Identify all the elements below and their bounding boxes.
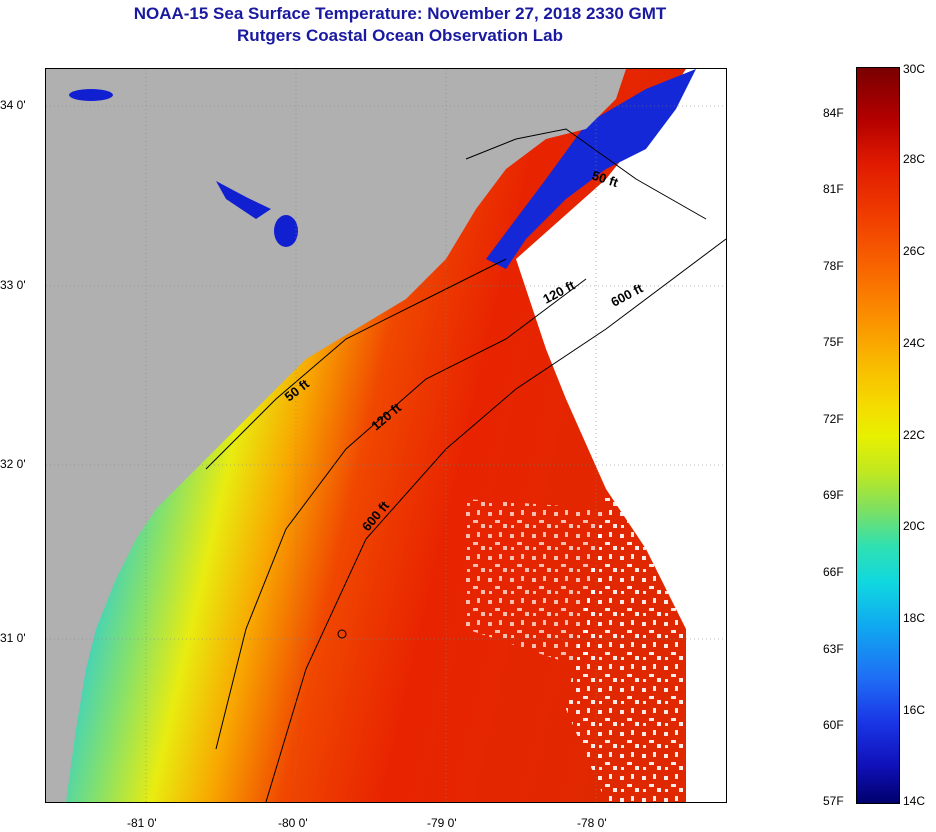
legend-label-72f: 72F xyxy=(823,412,844,426)
legend-label-66f: 66F xyxy=(823,565,844,579)
legend-label-57f: 57F xyxy=(823,794,844,808)
sst-map[interactable]: 50 ft 120 ft 600 ft 50 ft 120 ft 600 ft xyxy=(45,68,727,803)
legend-label-75f: 75F xyxy=(823,335,844,349)
legend-label-63f: 63F xyxy=(823,642,844,656)
legend-label-30c: 30C xyxy=(903,62,926,76)
legend-label-20c: 20C xyxy=(903,519,926,533)
legend-label-24c: 24C xyxy=(903,336,926,350)
lat-label-33: 33 0' xyxy=(0,278,26,292)
legend-label-16c: 16C xyxy=(903,703,926,717)
lat-label-34: 34 0' xyxy=(0,98,26,112)
buoy-marker-icon xyxy=(337,629,347,639)
lon-label-78: -78 0' xyxy=(577,816,607,830)
lon-label-81: -81 0' xyxy=(127,816,157,830)
lat-label-32: 32 0' xyxy=(0,457,26,471)
legend-label-60f: 60F xyxy=(823,718,844,732)
temperature-colorbar xyxy=(856,67,900,804)
legend-label-78f: 78F xyxy=(823,259,844,273)
legend-label-28c: 28C xyxy=(903,152,926,166)
legend-label-84f: 84F xyxy=(823,106,844,120)
map-title: NOAA-15 Sea Surface Temperature: Novembe… xyxy=(133,4,667,23)
legend-label-69f: 69F xyxy=(823,488,844,502)
legend-label-22c: 22C xyxy=(903,428,926,442)
lon-label-80: -80 0' xyxy=(278,816,308,830)
sst-map-svg: 50 ft 120 ft 600 ft 50 ft 120 ft 600 ft xyxy=(46,69,726,802)
legend-label-18c: 18C xyxy=(903,611,926,625)
legend-label-26c: 26C xyxy=(903,244,926,258)
legend-label-14c: 14C xyxy=(903,794,926,808)
lat-label-31: 31 0' xyxy=(0,631,26,645)
lon-label-79: -79 0' xyxy=(427,816,457,830)
map-subtitle: Rutgers Coastal Ocean Observation Lab xyxy=(237,26,563,45)
legend-label-81f: 81F xyxy=(823,182,844,196)
